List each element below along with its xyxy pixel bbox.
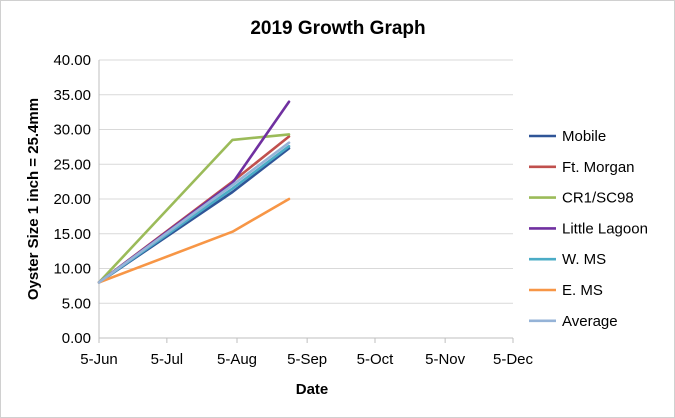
legend-label-ft-morgan: Ft. Morgan bbox=[562, 159, 635, 176]
series-line-e-ms bbox=[97, 197, 291, 284]
y-tick-label: 40.00 bbox=[53, 52, 91, 69]
legend-label-mobile: Mobile bbox=[562, 128, 606, 145]
x-tick-labels: 5-Jun 5-Jul 5-Aug 5-Sep 5-Oct 5-Nov 5-Dec bbox=[80, 351, 533, 368]
x-tick-label: 5-Sep bbox=[287, 351, 327, 368]
gridlines bbox=[99, 59, 513, 304]
series-line-little-lagoon bbox=[97, 100, 291, 284]
legend-label-little-lagoon: Little Lagoon bbox=[562, 220, 648, 237]
x-tick-label: 5-Dec bbox=[493, 351, 534, 368]
y-tick-label: 10.00 bbox=[53, 261, 91, 278]
x-tick-label: 5-Aug bbox=[217, 351, 257, 368]
legend-label-cr1-sc98: CR1/SC98 bbox=[562, 190, 634, 207]
x-tick-label: 5-Jul bbox=[151, 351, 184, 368]
legend-label-e-ms: E. MS bbox=[562, 282, 603, 299]
legend-label-w-ms: W. MS bbox=[562, 251, 606, 268]
legend: Mobile Ft. Morgan CR1/SC98 Little Lagoon W. … bbox=[529, 128, 648, 330]
x-tick-label: 5-Oct bbox=[357, 351, 395, 368]
axes bbox=[98, 60, 514, 343]
y-tick-label: 5.00 bbox=[62, 295, 91, 312]
series-line-cr1-sc98 bbox=[97, 133, 291, 284]
chart-title: 2019 Growth Graph bbox=[250, 18, 425, 39]
series-line-average bbox=[97, 141, 291, 284]
y-axis-label: Oyster Size 1 inch = 25.4mm bbox=[25, 98, 42, 300]
y-tick-label: 35.00 bbox=[53, 87, 91, 104]
y-tick-label: 30.00 bbox=[53, 122, 91, 139]
x-tick-label: 5-Jun bbox=[80, 351, 118, 368]
y-tick-label: 15.00 bbox=[53, 226, 91, 243]
y-tick-label: 25.00 bbox=[53, 156, 91, 173]
y-tick-label: 0.00 bbox=[62, 330, 91, 347]
y-tick-labels: 0.00 5.00 10.00 15.00 20.00 25.00 30.00 35.00 40… bbox=[53, 52, 91, 347]
x-axis-label: Date bbox=[296, 381, 329, 398]
legend-label-average: Average bbox=[562, 313, 618, 330]
series-lines bbox=[97, 100, 291, 284]
x-tick-label: 5-Nov bbox=[425, 351, 466, 368]
y-tick-label: 20.00 bbox=[53, 191, 91, 208]
